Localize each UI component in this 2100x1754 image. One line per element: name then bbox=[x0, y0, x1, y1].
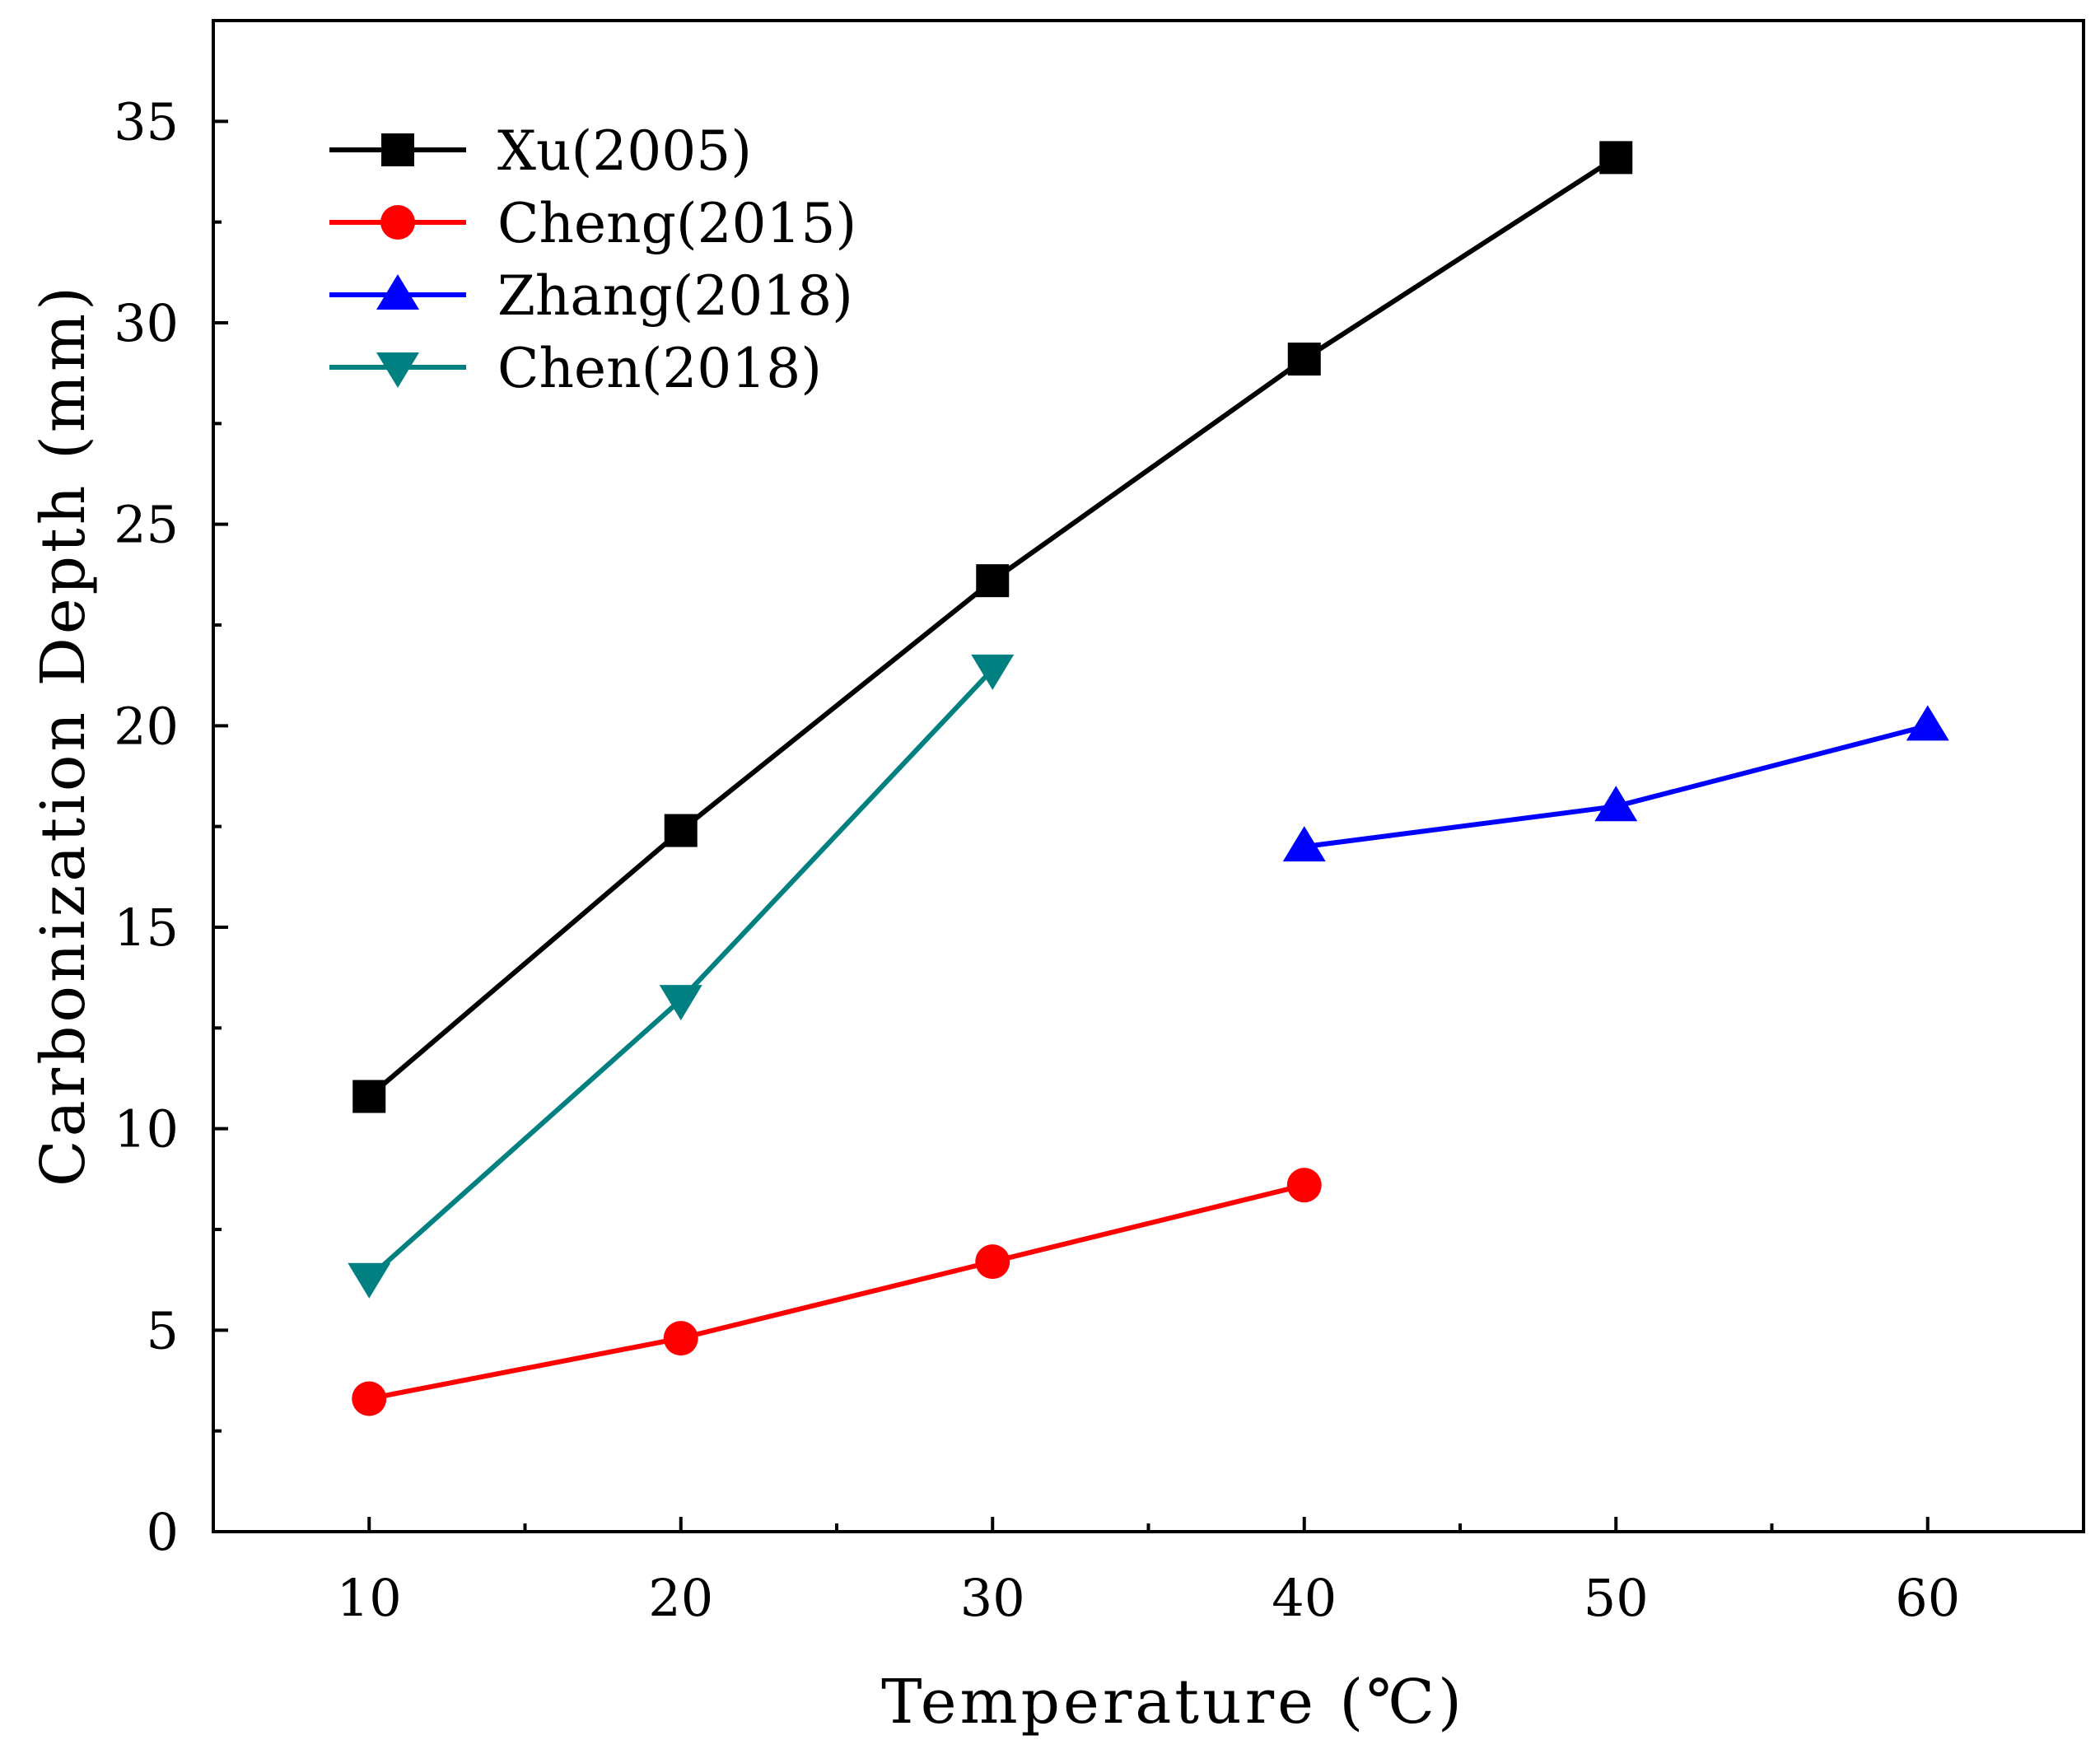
data-point-2-0 bbox=[1282, 826, 1326, 862]
y-tick-label: 25 bbox=[114, 495, 179, 555]
y-tick-label: 10 bbox=[114, 1099, 179, 1159]
data-point-0-2 bbox=[976, 564, 1010, 598]
legend-label-2: Zhang(2018) bbox=[497, 264, 853, 328]
legend-label-3: Chen(2018) bbox=[497, 337, 822, 400]
data-point-1-3 bbox=[1286, 1168, 1322, 1203]
x-tick-label: 30 bbox=[960, 1568, 1025, 1628]
legend: Xu(2005) Cheng(2015) Zhang(2018) Chen(2018) bbox=[329, 119, 856, 400]
x-tick-label: 50 bbox=[1584, 1568, 1649, 1628]
legend-label-1: Cheng(2015) bbox=[497, 192, 856, 255]
series-markers bbox=[348, 141, 1949, 1416]
data-point-0-0 bbox=[352, 1080, 386, 1113]
data-point-1-1 bbox=[663, 1321, 698, 1356]
x-axis-title: Temperature (℃) bbox=[881, 1667, 1465, 1738]
data-point-0-3 bbox=[1287, 343, 1321, 376]
plot-frame bbox=[212, 19, 2085, 1533]
legend-marker-1 bbox=[380, 205, 415, 240]
data-point-0-1 bbox=[664, 814, 698, 847]
y-axis-title: Carbonization Depth (mm) bbox=[28, 283, 99, 1187]
y-tick-label: 20 bbox=[114, 696, 179, 756]
x-tick-label: 10 bbox=[337, 1568, 402, 1628]
x-tick-label: 40 bbox=[1272, 1568, 1337, 1628]
data-point-3-1 bbox=[659, 985, 702, 1021]
x-tick-label: 60 bbox=[1895, 1568, 1960, 1628]
axes: 10 20 30 40 50 60 0 5 10 15 20 25 30 35 Temperature (℃… bbox=[28, 19, 2085, 1738]
x-tick-label: 20 bbox=[648, 1568, 713, 1628]
data-point-2-1 bbox=[1594, 786, 1638, 822]
legend-marker-2 bbox=[376, 274, 419, 310]
legend-label-0: Xu(2005) bbox=[497, 119, 752, 183]
data-point-1-0 bbox=[352, 1381, 387, 1416]
series-line-1 bbox=[368, 1183, 1305, 1402]
y-tick-label: 15 bbox=[114, 898, 179, 958]
y-tick-label: 30 bbox=[114, 293, 179, 353]
y-tick-label: 0 bbox=[147, 1502, 179, 1562]
series-line-3 bbox=[367, 667, 995, 1280]
data-point-2-2 bbox=[1906, 705, 1949, 741]
y-tick-label: 35 bbox=[114, 91, 179, 152]
data-point-3-2 bbox=[971, 654, 1015, 690]
y-tick-label: 5 bbox=[147, 1300, 179, 1360]
data-point-0-4 bbox=[1599, 141, 1633, 175]
data-point-3-0 bbox=[348, 1262, 391, 1299]
legend-marker-0 bbox=[381, 133, 414, 166]
legend-marker-3 bbox=[376, 352, 419, 388]
data-point-1-2 bbox=[975, 1244, 1010, 1280]
